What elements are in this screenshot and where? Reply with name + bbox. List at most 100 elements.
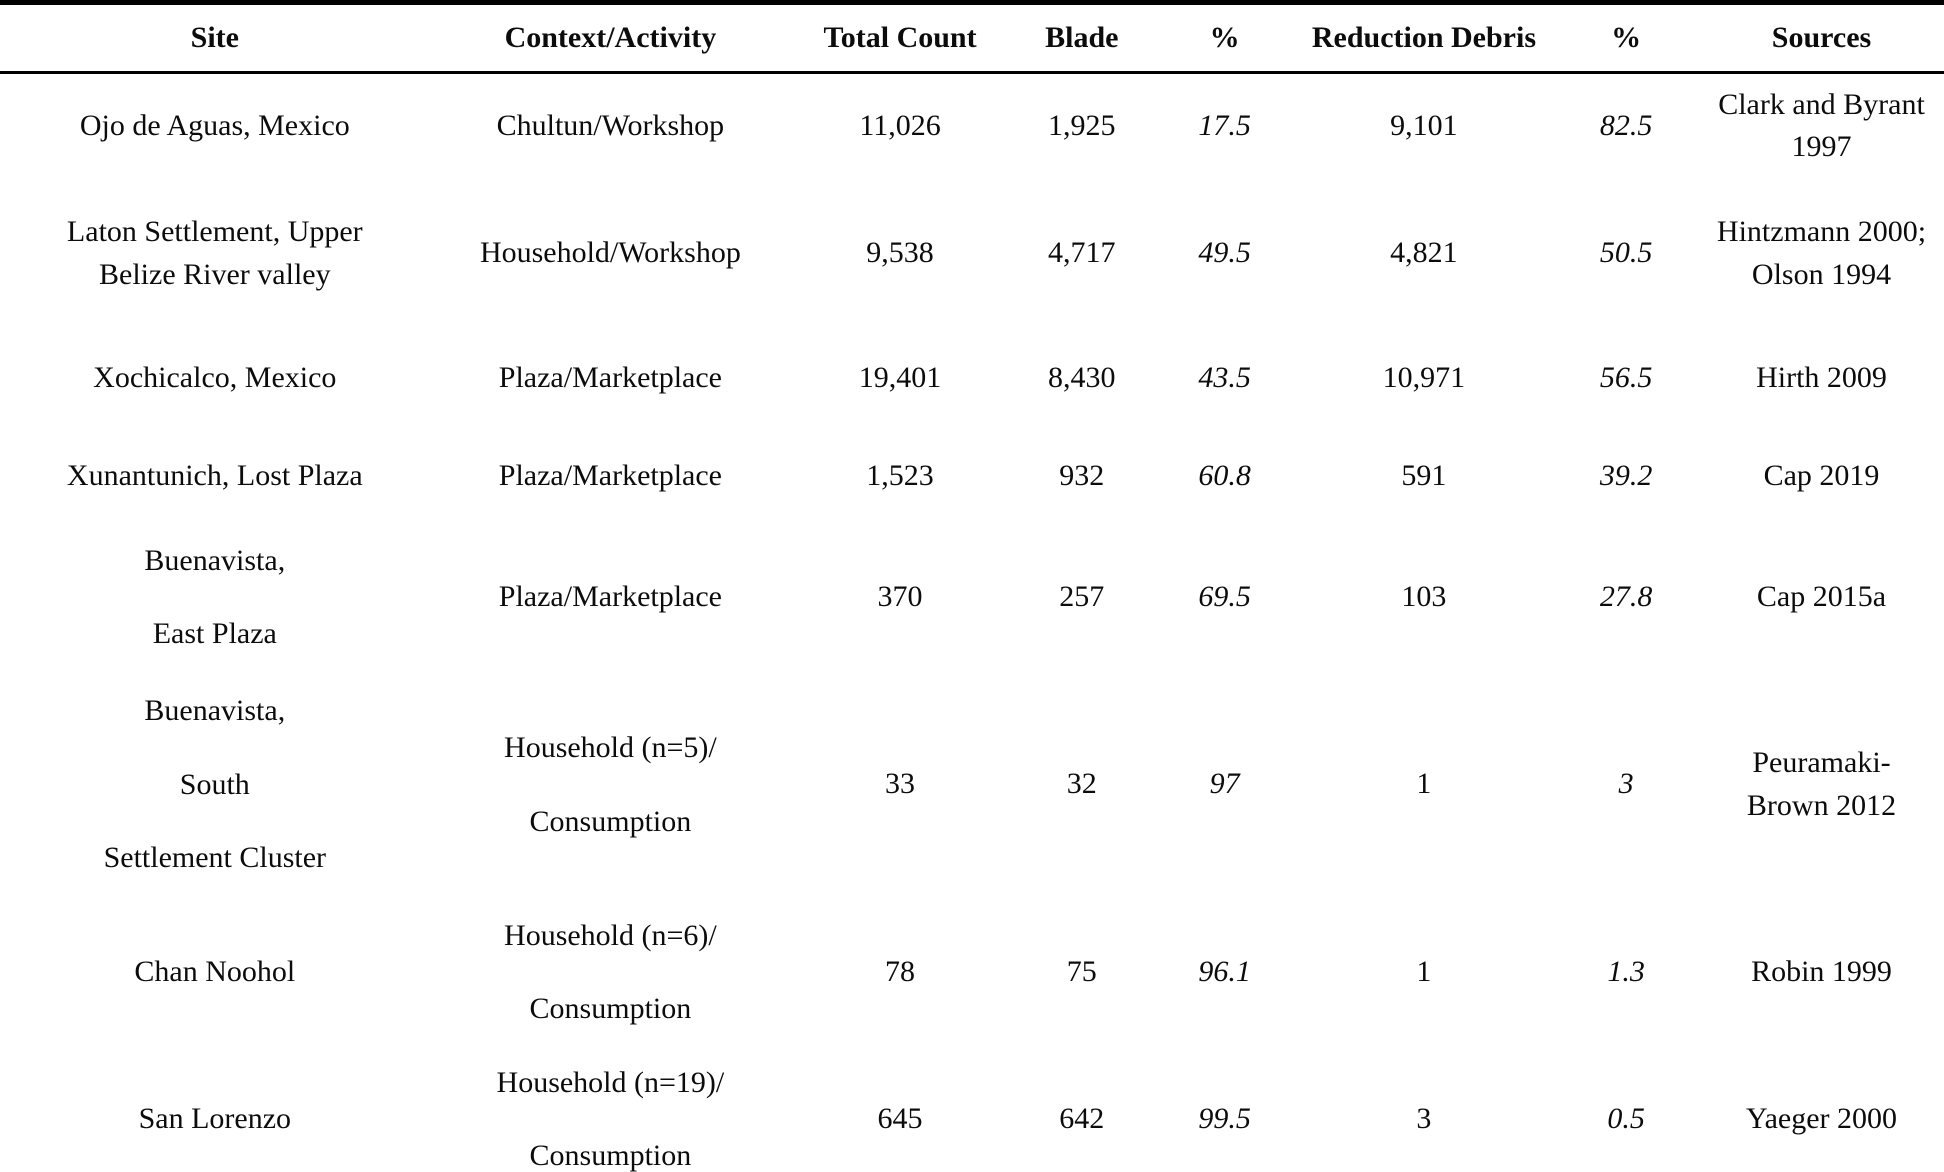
cell-blade_pct: 99.5 bbox=[1155, 1046, 1295, 1172]
cell-debris_pct: 56.5 bbox=[1553, 329, 1699, 429]
cell-reduction_debris: 3 bbox=[1295, 1046, 1554, 1172]
table-row: Xunantunich, Lost Plaza Plaza/Marketplace… bbox=[0, 429, 1944, 524]
cell-text-line: Xunantunich, Lost Plaza bbox=[66, 458, 363, 492]
cell-text-line: Household/Workshop bbox=[479, 236, 741, 270]
cell-sources: Cap 2019 bbox=[1699, 429, 1944, 524]
cell-text-line: Consumption bbox=[529, 1139, 692, 1172]
cell-text-line: 3 bbox=[1416, 1101, 1432, 1135]
column-header-total_count: Total Count bbox=[791, 2, 1009, 74]
cell-text-line: Yaeger 2000 bbox=[1745, 1101, 1898, 1135]
cell-text-line: 103 bbox=[1401, 579, 1447, 613]
cell-context: Household (n=5)/ Consumption bbox=[430, 671, 792, 899]
cell-blade: 75 bbox=[1009, 899, 1155, 1046]
cell-text-line: 1,523 bbox=[866, 458, 934, 492]
cell-context: Plaza/Marketplace bbox=[430, 329, 792, 429]
cell-context: Plaza/Marketplace bbox=[430, 429, 792, 524]
cell-reduction_debris: 103 bbox=[1295, 524, 1554, 671]
cell-site: Buenavista, East Plaza bbox=[0, 524, 430, 671]
cell-debris_pct: 82.5 bbox=[1553, 73, 1699, 179]
cell-reduction_debris: 9,101 bbox=[1295, 73, 1554, 179]
cell-text-line: Ojo de Aguas, Mexico bbox=[79, 108, 350, 142]
cell-text-line: Plaza/Marketplace bbox=[498, 458, 722, 492]
cell-text-line: 4,821 bbox=[1390, 236, 1458, 270]
cell-sources: Hintzmann 2000; Olson 1994 bbox=[1699, 179, 1944, 329]
cell-text-line: 60.8 bbox=[1198, 458, 1251, 492]
table-row: Laton Settlement, Upper Belize River vall… bbox=[0, 179, 1944, 329]
cell-sources: Hirth 2009 bbox=[1699, 329, 1944, 429]
cell-text-line: 69.5 bbox=[1198, 579, 1251, 613]
cell-text-line: Olson 1994 bbox=[1751, 257, 1892, 291]
cell-text-line: 10,971 bbox=[1382, 361, 1466, 395]
cell-text-line: 97 bbox=[1209, 767, 1240, 801]
cell-site: Xunantunich, Lost Plaza bbox=[0, 429, 430, 524]
cell-site: Ojo de Aguas, Mexico bbox=[0, 73, 430, 179]
cell-text-line: 11,026 bbox=[859, 108, 941, 142]
cell-text-line: 645 bbox=[877, 1101, 923, 1135]
cell-debris_pct: 1.3 bbox=[1553, 899, 1699, 1046]
cell-site: Buenavista, South Settlement Cluster bbox=[0, 671, 430, 899]
cell-context: Household (n=6)/ Consumption bbox=[430, 899, 792, 1046]
cell-debris_pct: 3 bbox=[1553, 671, 1699, 899]
cell-blade: 1,925 bbox=[1009, 73, 1155, 179]
cell-total_count: 19,401 bbox=[791, 329, 1009, 429]
cell-text-line: 32 bbox=[1066, 767, 1097, 801]
cell-text-line: Buenavista, bbox=[144, 543, 286, 577]
cell-blade_pct: 43.5 bbox=[1155, 329, 1295, 429]
column-header-debris_pct: % bbox=[1553, 2, 1699, 74]
cell-text-line: Peuramaki- bbox=[1752, 745, 1891, 779]
cell-text-line: Buenavista, bbox=[144, 694, 286, 728]
cell-blade_pct: 96.1 bbox=[1155, 899, 1295, 1046]
cell-text-line: 9,101 bbox=[1390, 108, 1458, 142]
cell-text-line: 8,430 bbox=[1048, 361, 1116, 395]
cell-text-line: Cap 2019 bbox=[1763, 458, 1880, 492]
cell-blade: 8,430 bbox=[1009, 329, 1155, 429]
cell-context: Household (n=19)/ Consumption bbox=[430, 1046, 792, 1172]
cell-text-line: 96.1 bbox=[1198, 954, 1251, 988]
cell-text-line: 82.5 bbox=[1599, 108, 1653, 142]
cell-text-line: Brown 2012 bbox=[1746, 788, 1897, 822]
cell-reduction_debris: 10,971 bbox=[1295, 329, 1554, 429]
cell-text-line: 591 bbox=[1401, 458, 1447, 492]
column-header-blade_pct: % bbox=[1154, 2, 1295, 74]
cell-text-line: Household (n=6)/ bbox=[504, 918, 717, 952]
cell-blade: 642 bbox=[1009, 1046, 1155, 1172]
table-header: Site Context/Activity Total Count Blade% Red… bbox=[0, 2, 1944, 74]
cell-site: Chan Noohol bbox=[0, 899, 430, 1046]
cell-context: Household/Workshop bbox=[430, 179, 792, 329]
cell-text-line: Xochicalco, Mexico bbox=[93, 361, 337, 395]
cell-blade: 4,717 bbox=[1009, 179, 1155, 329]
cell-text-line: Chan Noohol bbox=[134, 954, 296, 988]
cell-total_count: 78 bbox=[791, 899, 1009, 1046]
cell-text-line: Settlement Cluster bbox=[103, 841, 327, 875]
cell-text-line: 3 bbox=[1618, 767, 1634, 801]
cell-text-line: 33 bbox=[885, 767, 916, 801]
cell-text-line: 99.5 bbox=[1198, 1101, 1251, 1135]
cell-text-line: 1997 bbox=[1791, 130, 1852, 164]
cell-blade: 257 bbox=[1009, 524, 1155, 671]
cell-text-line: 642 bbox=[1059, 1101, 1105, 1135]
cell-text-line: 1 bbox=[1416, 954, 1432, 988]
cell-text-line: 257 bbox=[1059, 579, 1105, 613]
cell-text-line: Hintzmann 2000; bbox=[1716, 214, 1927, 248]
cell-blade_pct: 60.8 bbox=[1155, 429, 1295, 524]
cell-debris_pct: 27.8 bbox=[1553, 524, 1699, 671]
cell-text-line: Robin 1999 bbox=[1751, 954, 1892, 988]
cell-text-line: 78 bbox=[885, 954, 916, 988]
cell-reduction_debris: 1 bbox=[1295, 899, 1554, 1046]
cell-text-line: 49.5 bbox=[1198, 236, 1251, 270]
cell-text-line: Belize River valley bbox=[99, 257, 331, 291]
cell-sources: Yaeger 2000 bbox=[1699, 1046, 1944, 1172]
cell-text-line: 1,925 bbox=[1048, 108, 1116, 142]
cell-sources: Robin 1999 bbox=[1699, 899, 1944, 1046]
cell-text-line: South bbox=[179, 767, 250, 801]
cell-text-line: Household (n=19)/ bbox=[496, 1065, 725, 1099]
cell-text-line: 0.5 bbox=[1607, 1101, 1645, 1135]
column-header-reduction_debris: Reduction Debris bbox=[1294, 2, 1554, 74]
cell-text-line: Chultun/Workshop bbox=[496, 108, 725, 142]
cell-total_count: 370 bbox=[791, 524, 1009, 671]
cell-reduction_debris: 591 bbox=[1295, 429, 1554, 524]
cell-total_count: 11,026 bbox=[791, 73, 1009, 179]
cell-text-line: 932 bbox=[1059, 458, 1105, 492]
